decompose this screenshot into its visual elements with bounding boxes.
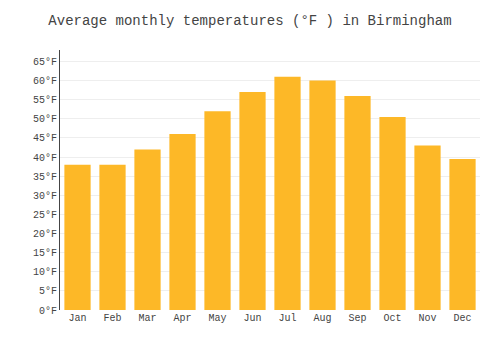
svg-text:10°F: 10°F — [33, 267, 57, 278]
svg-text:Average monthly temperatures (: Average monthly temperatures (°F ) in Bi… — [48, 13, 451, 29]
svg-text:35°F: 35°F — [33, 172, 57, 183]
svg-text:25°F: 25°F — [33, 210, 57, 221]
svg-text:Apr: Apr — [173, 313, 191, 324]
svg-text:Jan: Jan — [68, 313, 86, 324]
svg-text:Oct: Oct — [383, 313, 401, 324]
svg-text:Nov: Nov — [418, 313, 436, 324]
svg-text:0°F: 0°F — [39, 306, 57, 317]
svg-text:5°F: 5°F — [39, 286, 57, 297]
svg-text:Aug: Aug — [313, 313, 331, 324]
svg-text:Sep: Sep — [348, 313, 366, 324]
svg-text:15°F: 15°F — [33, 248, 57, 259]
svg-text:Feb: Feb — [103, 313, 121, 324]
svg-text:Jun: Jun — [243, 313, 261, 324]
svg-text:May: May — [208, 313, 226, 324]
svg-text:40°F: 40°F — [33, 153, 57, 164]
svg-text:50°F: 50°F — [33, 114, 57, 125]
svg-text:Jul: Jul — [278, 313, 296, 324]
svg-text:60°F: 60°F — [33, 76, 57, 87]
svg-text:45°F: 45°F — [33, 133, 57, 144]
svg-text:Mar: Mar — [138, 313, 156, 324]
svg-text:Dec: Dec — [453, 313, 471, 324]
svg-text:30°F: 30°F — [33, 191, 57, 202]
svg-text:65°F: 65°F — [33, 57, 57, 68]
svg-text:20°F: 20°F — [33, 229, 57, 240]
svg-text:55°F: 55°F — [33, 95, 57, 106]
